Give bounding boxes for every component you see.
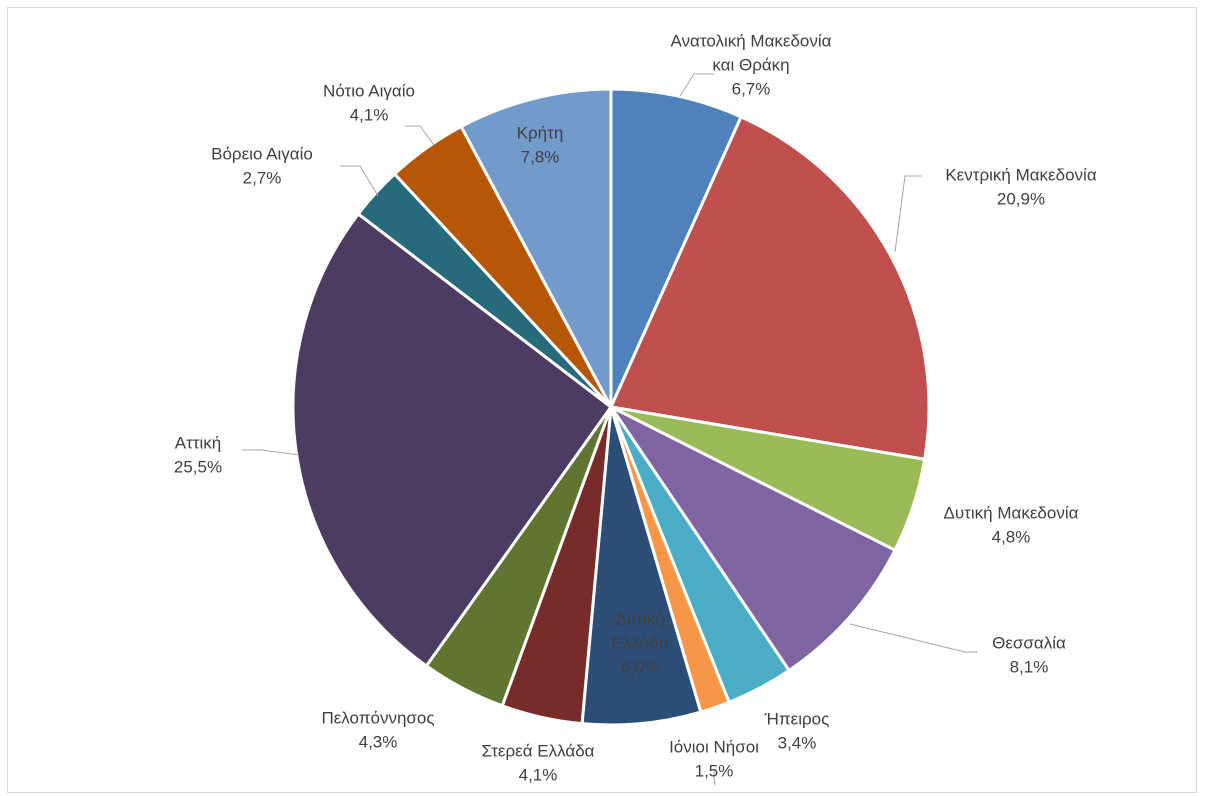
leader-line-κεντρική-μακεδονία — [894, 175, 922, 253]
data-label-value-κρήτη: 7,8% — [521, 147, 560, 166]
data-label-value-νότιο-αιγαίο: 4,1% — [350, 105, 389, 124]
data-label-name-ήπειρος: Ήπειρος — [764, 709, 830, 728]
leader-line-νότιο-αιγαίο — [405, 125, 435, 146]
data-label-name-δυτική-ελλάδα: Ελλάδα — [611, 633, 668, 652]
data-label-name-ανατολική-μακεδονία-και-θράκη: Ανατολική Μακεδονία — [670, 31, 831, 50]
data-label-name-κρήτη: Κρήτη — [517, 123, 564, 142]
data-label-name-δυτική-ελλάδα: Δυτική — [615, 609, 664, 628]
data-label-value-δυτική-μακεδονία: 4,8% — [992, 527, 1031, 546]
data-label-name-πελοπόννησος: Πελοπόννησος — [321, 708, 434, 727]
data-label-name-ιόνιοι-νήσοι: Ιόνιοι Νήσοι — [669, 737, 759, 756]
data-label-value-θεσσαλία: 8,1% — [1010, 657, 1049, 676]
data-label-name-στερεά-ελλάδα: Στερεά Ελλάδα — [482, 741, 595, 760]
leader-line-βόρειο-αιγαίο — [340, 165, 379, 197]
data-label-value-ιόνιοι-νήσοι: 1,5% — [695, 761, 734, 780]
leader-line-θεσσαλία — [849, 623, 978, 653]
data-label-value-πελοπόννησος: 4,3% — [359, 732, 398, 751]
leader-line-ανατολική-μακεδονία-και-θράκη — [679, 73, 714, 97]
data-label-name-βόρειο-αιγαίο: Βόρειο Αιγαίο — [211, 144, 313, 163]
data-label-value-ανατολική-μακεδονία-και-θράκη: 6,7% — [732, 79, 771, 98]
data-label-value-δυτική-ελλάδα: 6,0% — [621, 657, 660, 676]
data-label-name-ανατολική-μακεδονία-και-θράκη: και Θράκη — [712, 55, 789, 74]
leader-line-αττική — [242, 449, 300, 456]
data-label-value-κεντρική-μακεδονία: 20,9% — [997, 189, 1045, 208]
pie-slice-δυτική-ελλάδα — [580, 406, 703, 727]
pie-slice-κρήτη — [459, 87, 613, 408]
data-label-name-δυτική-μακεδονία: Δυτική Μακεδονία — [944, 503, 1079, 522]
data-label-value-ήπειρος: 3,4% — [778, 733, 817, 752]
data-label-value-στερεά-ελλάδα: 4,1% — [519, 765, 558, 784]
data-label-name-νότιο-αιγαίο: Νότιο Αιγαίο — [323, 81, 415, 100]
data-label-value-βόρειο-αιγαίο: 2,7% — [243, 168, 282, 187]
data-label-name-κεντρική-μακεδονία: Κεντρική Μακεδονία — [945, 165, 1097, 184]
data-label-name-αττική: Αττική — [175, 433, 222, 452]
pie-slice-κεντρική-μακεδονία — [608, 114, 931, 461]
leader-line-ιόνιοι-νήσοι — [713, 770, 716, 786]
pie-slice-θεσσαλία — [606, 403, 897, 673]
data-label-name-θεσσαλία: Θεσσαλία — [992, 633, 1066, 652]
pie-slice-ανατολική-μακεδονία-και-θράκη — [609, 87, 744, 408]
data-label-value-αττική: 25,5% — [174, 457, 222, 476]
